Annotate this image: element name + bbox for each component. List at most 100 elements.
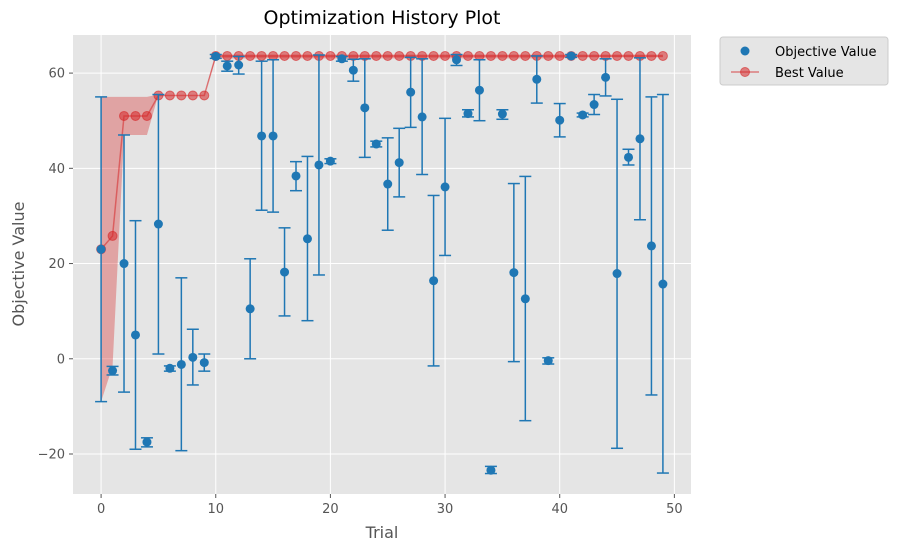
objective-value-point <box>291 171 301 181</box>
objective-value-point <box>520 294 530 304</box>
x-tick-label: 30 <box>437 502 454 517</box>
objective-value-point <box>119 259 129 269</box>
objective-value-point <box>188 352 198 362</box>
x-tick-label: 20 <box>322 502 339 517</box>
plot-area <box>73 35 691 494</box>
objective-value-point <box>474 85 484 95</box>
objective-value-point <box>325 156 335 166</box>
legend: Objective Value Best Value <box>719 36 889 86</box>
best-value-point <box>164 90 175 101</box>
objective-value-point <box>452 55 462 65</box>
objective-value-point <box>211 51 221 61</box>
best-value-point <box>291 50 302 61</box>
objective-value-point <box>440 182 450 192</box>
best-value-point <box>440 50 451 61</box>
objective-value-point <box>360 103 370 113</box>
best-value-point <box>497 50 508 61</box>
objective-value-point <box>624 152 634 162</box>
objective-value-point <box>646 241 656 251</box>
best-value-point <box>130 110 141 121</box>
objective-value-point <box>429 276 439 286</box>
x-tick-label: 0 <box>97 502 105 517</box>
objective-value-point <box>543 356 553 366</box>
objective-value-point <box>658 279 668 289</box>
legend-best-label: Best Value <box>775 66 844 81</box>
objective-value-point <box>566 51 576 61</box>
y-tick-label: 40 <box>48 162 65 177</box>
objective-value-point <box>268 131 278 141</box>
objective-value-point <box>383 179 393 189</box>
best-value-point <box>589 50 600 61</box>
legend-objective-marker <box>740 46 750 56</box>
best-value-point <box>462 50 473 61</box>
legend-best-marker <box>740 67 750 77</box>
objective-value-point <box>555 115 565 125</box>
objective-value-point <box>463 109 473 119</box>
objective-value-point <box>153 219 163 229</box>
best-value-point <box>141 110 152 121</box>
y-tick-label: 20 <box>48 257 65 272</box>
best-value-point <box>394 50 405 61</box>
objective-value-point <box>257 131 267 141</box>
objective-value-point <box>165 363 175 373</box>
objective-value-point <box>497 109 507 119</box>
best-value-point <box>325 50 336 61</box>
best-value-point <box>508 50 519 61</box>
objective-value-point <box>371 139 381 149</box>
objective-value-point <box>406 87 416 97</box>
objective-value-point <box>222 61 232 71</box>
y-tick-label: 0 <box>57 352 65 367</box>
objective-value-point <box>245 304 255 314</box>
best-value-point <box>485 50 496 61</box>
best-value-point <box>222 50 233 61</box>
best-value-point <box>187 90 198 101</box>
objective-value-point <box>578 110 588 120</box>
best-value-point <box>623 50 634 61</box>
objective-value-point <box>348 65 358 75</box>
objective-value-point <box>130 330 140 340</box>
objective-value-point <box>337 54 347 64</box>
x-axis-label: Trial <box>365 523 399 542</box>
objective-value-point <box>280 267 290 277</box>
best-value-point <box>119 110 130 121</box>
legend-box <box>719 36 889 86</box>
best-value-point <box>657 50 668 61</box>
objective-value-point <box>234 60 244 70</box>
y-axis-label: Objective Value <box>9 202 28 327</box>
x-tick-label: 50 <box>666 502 683 517</box>
objective-value-point <box>176 359 186 369</box>
best-value-point <box>520 50 531 61</box>
objective-value-point <box>635 134 645 144</box>
objective-value-point <box>509 268 519 278</box>
objective-value-point <box>486 465 496 475</box>
best-value-point <box>554 50 565 61</box>
best-value-point <box>577 50 588 61</box>
best-value-point <box>107 230 118 241</box>
x-tick-label: 10 <box>207 502 224 517</box>
y-tick-label: 60 <box>48 67 65 82</box>
objective-value-point <box>532 74 542 84</box>
best-value-point <box>256 50 267 61</box>
best-value-point <box>371 50 382 61</box>
objective-value-point <box>96 244 106 254</box>
legend-objective-label: Objective Value <box>775 45 876 60</box>
objective-value-point <box>417 112 427 122</box>
best-value-point <box>302 50 313 61</box>
x-tick-label: 40 <box>551 502 568 517</box>
best-value-point <box>543 50 554 61</box>
y-tick-labels: −20 0 20 40 60 <box>38 67 65 463</box>
objective-value-point <box>302 234 312 244</box>
objective-value-series <box>96 51 668 475</box>
best-value-point <box>382 50 393 61</box>
objective-value-point <box>612 269 622 279</box>
best-value-point <box>176 90 187 101</box>
objective-value-point <box>394 158 404 168</box>
objective-value-point <box>108 366 118 376</box>
objective-value-point <box>142 437 152 447</box>
x-tick-labels: 0 10 20 30 40 50 <box>97 502 683 517</box>
objective-value-point <box>314 160 324 170</box>
best-value-point <box>428 50 439 61</box>
objective-value-point <box>589 100 599 110</box>
best-value-point <box>279 50 290 61</box>
